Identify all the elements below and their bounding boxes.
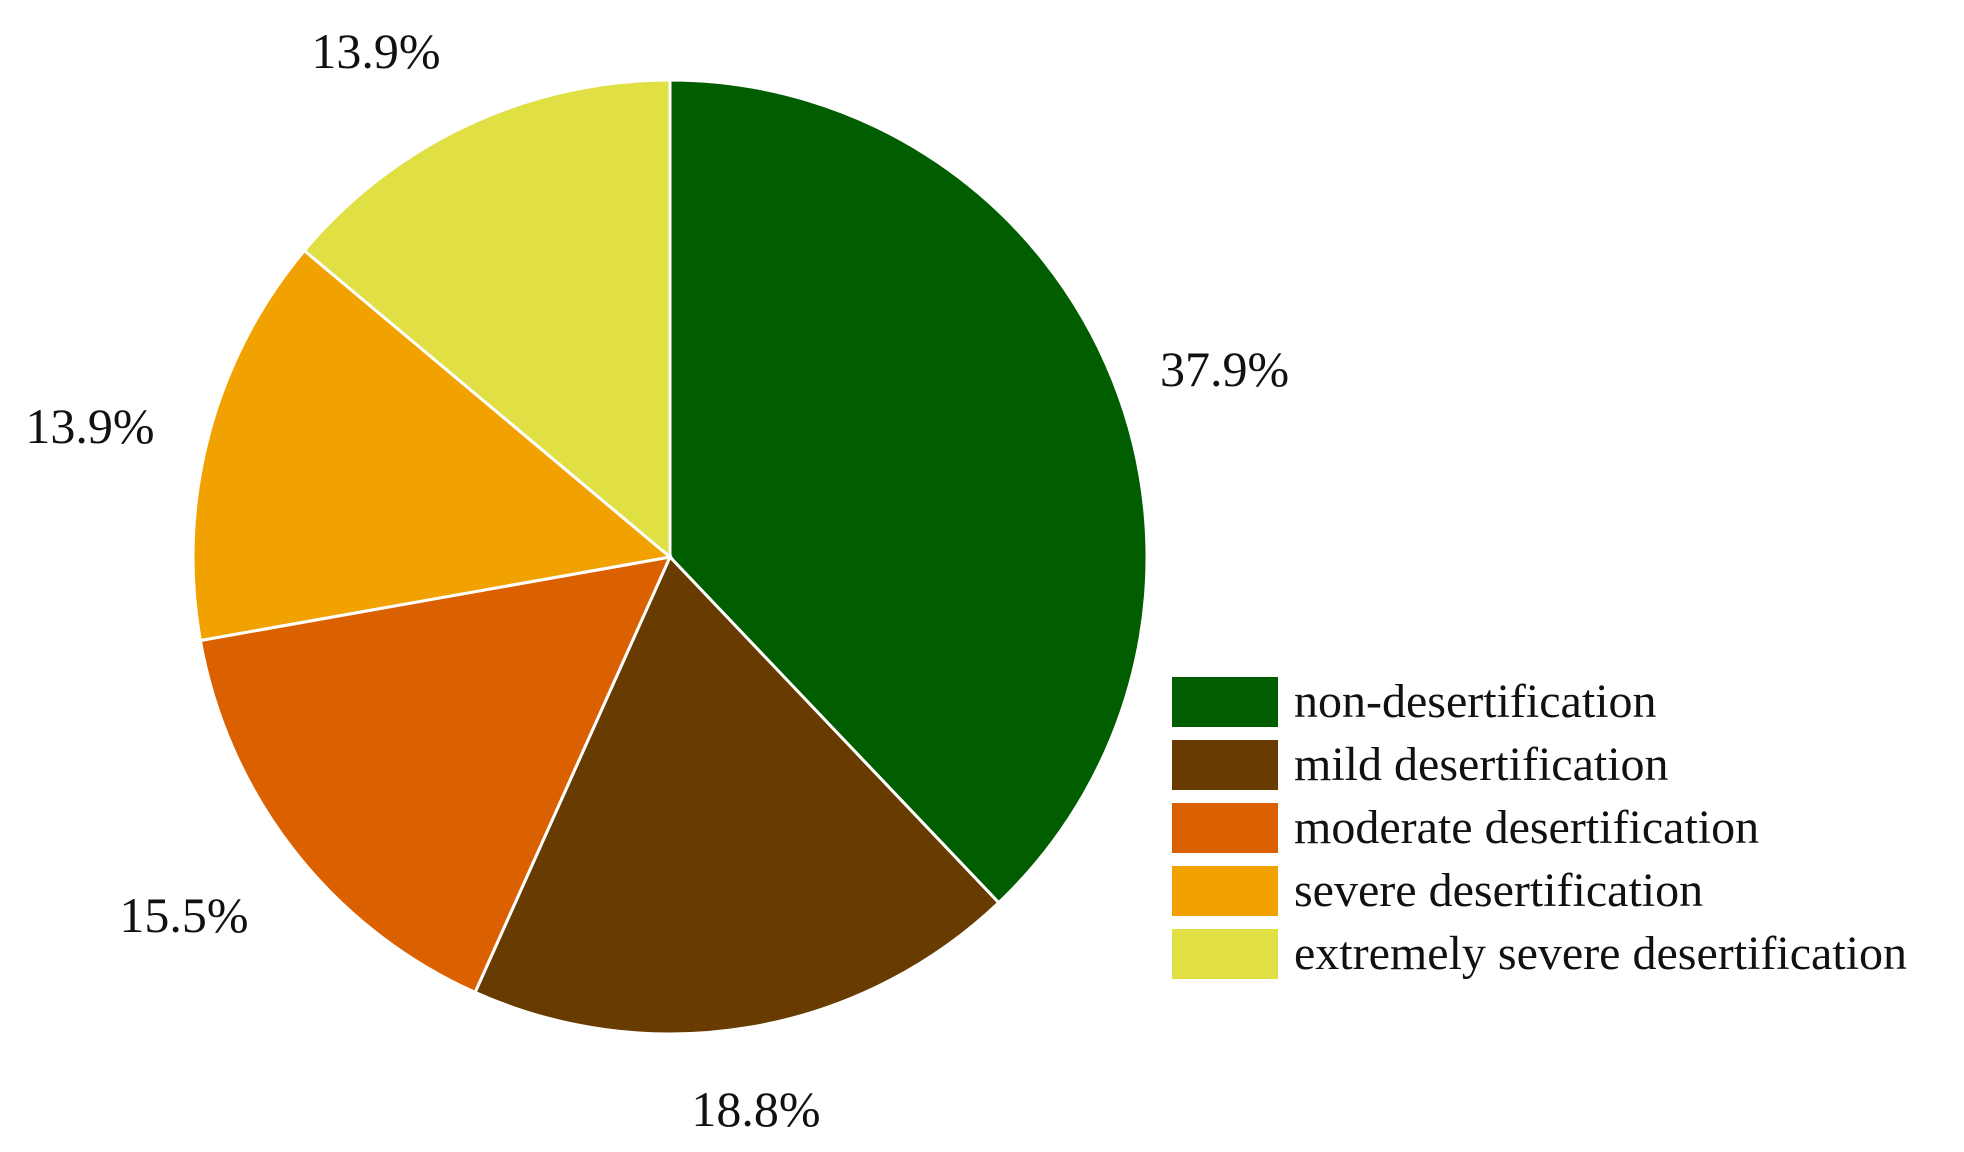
legend-swatch-extremely-severe-desertification: [1172, 929, 1278, 979]
value-label-extremely-severe-desertification: 13.9%: [311, 23, 440, 79]
pie-value-labels: 37.9% 18.8% 15.5% 13.9% 13.9%: [25, 23, 1289, 1137]
pie-slice-moderate-desertification: [198, 555, 673, 995]
legend: non-desertification mild desertification m…: [1172, 675, 1907, 980]
legend-swatch-severe-desertification: [1172, 866, 1278, 916]
value-label-mild-desertification: 18.8%: [691, 1081, 820, 1137]
legend-swatch-mild-desertification: [1172, 740, 1278, 790]
value-label-non-desertification: 37.9%: [1160, 341, 1289, 397]
legend-swatch-non-desertification: [1172, 677, 1278, 727]
legend-label-extremely-severe-desertification: extremely severe desertification: [1294, 927, 1907, 980]
legend-label-mild-desertification: mild desertification: [1294, 738, 1669, 791]
value-label-moderate-desertification: 15.5%: [119, 887, 248, 943]
legend-label-severe-desertification: severe desertification: [1294, 864, 1703, 917]
pie-slice-mild-desertification: [473, 554, 1001, 1036]
pie-slice-extremely-severe-desertification: [302, 78, 672, 561]
value-label-severe-desertification: 13.9%: [25, 398, 154, 454]
legend-swatch-moderate-desertification: [1172, 803, 1278, 853]
pie-slices: [191, 78, 1149, 1036]
pie-slice-non-desertification: [668, 78, 1149, 905]
legend-label-non-desertification: non-desertification: [1294, 675, 1657, 728]
pie-slice-severe-desertification: [191, 248, 674, 643]
legend-label-moderate-desertification: moderate desertification: [1294, 801, 1759, 854]
